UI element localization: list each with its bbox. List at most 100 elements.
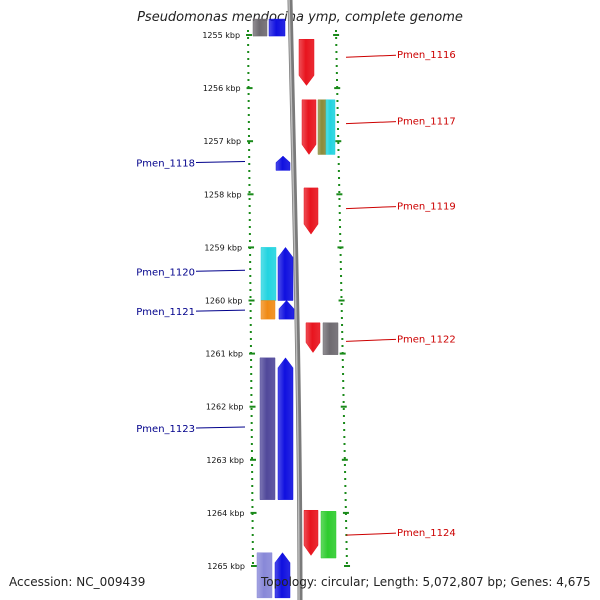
dots-left-outer: [250, 415, 253, 417]
feature-pmen-1124-b: [320, 511, 337, 559]
dots-right-outer: [341, 345, 344, 347]
feature-lavender-bottom: [256, 552, 273, 599]
dots-right-outer: [335, 72, 338, 74]
dots-left-outer: [247, 93, 250, 95]
label-line-forward: [345, 54, 397, 58]
tick-mark-right: [342, 511, 349, 514]
dots-right-outer: [337, 149, 340, 151]
tick-mark-right: [338, 299, 345, 302]
dots-right-outer: [341, 338, 344, 340]
dots-right-outer: [336, 107, 339, 109]
tick-label: 1260 kbp: [205, 297, 243, 306]
tick-label: 1257 kbp: [203, 137, 241, 146]
dots-left-outer: [247, 121, 250, 123]
dots-left-outer: [248, 156, 251, 158]
dots-left-outer: [248, 191, 251, 193]
dots-left-outer: [248, 177, 251, 179]
feature-blue-top: [268, 18, 286, 37]
dots-left-outer: [247, 58, 250, 60]
gene-labels: Pmen_1118 Pmen_1120 Pmen_1121 Pmen_1123 Pmen…: [136, 50, 455, 539]
dots-right-outer: [341, 331, 344, 333]
dots-left-outer: [249, 268, 252, 270]
dots-left-outer: [251, 492, 254, 494]
dots-left-outer: [249, 331, 252, 333]
dots-right-outer: [338, 184, 341, 186]
dots-right-outer: [342, 380, 345, 382]
dots-right-outer: [344, 492, 347, 494]
dots-left-outer: [251, 548, 254, 550]
tick-mark-left: [248, 299, 255, 302]
tick-label: 1262 kbp: [206, 403, 244, 412]
gene-label-pmen-1122: Pmen_1122: [397, 334, 456, 345]
tick-label: 1256 kbp: [203, 84, 241, 93]
dots-right-outer: [342, 401, 345, 403]
dots-right-outer: [340, 282, 343, 284]
dots-right-outer: [339, 268, 342, 270]
dots-right-outer: [343, 436, 346, 438]
dots-right-outer: [337, 142, 340, 144]
tick-mark-left: [246, 34, 253, 36]
dots-right-outer: [340, 296, 343, 298]
feature-pmen-1124-a: [303, 509, 319, 556]
dots-left-outer: [247, 44, 250, 46]
dots-left-outer: [250, 443, 253, 445]
dots-right-outer: [335, 37, 338, 39]
dots-right-outer: [337, 170, 340, 172]
label-line-forward: [345, 338, 397, 342]
dots-left-outer: [248, 142, 251, 144]
tick-label: 1261 kbp: [205, 350, 243, 359]
feature-blue-bottom: [274, 552, 291, 599]
dots-left-outer: [249, 275, 252, 277]
tick-mark-right: [334, 87, 341, 90]
dots-left-outer: [251, 513, 254, 515]
dots-left-outer: [248, 233, 251, 235]
backbone-curve: [287, 0, 303, 600]
dots-left-outer: [247, 107, 250, 109]
dots-left-outer: [250, 408, 253, 410]
dots-right-outer: [336, 93, 339, 95]
dots-right-outer: [345, 527, 348, 529]
dots-right-outer: [343, 464, 346, 466]
backbone-highlight: [288, 0, 300, 600]
label-line-reverse: [195, 309, 246, 312]
dots-left-outer: [249, 324, 252, 326]
dots-right-outer: [344, 513, 347, 515]
axis-ticks: 1255 kbp 1256 kbp 1257 kbp 1258 kbp 1259 kbp…: [202, 31, 351, 571]
dots-left-outer: [249, 303, 252, 305]
dots-right-outer: [344, 471, 347, 473]
dots-left-outer: [248, 240, 251, 242]
tick-mark-left: [247, 140, 254, 143]
dots-right-outer: [338, 212, 341, 214]
dots-right-outer: [340, 303, 343, 305]
label-line-reverse: [195, 269, 246, 272]
label-line-forward: [345, 121, 397, 125]
gene-label-pmen-1118: Pmen_1118: [136, 158, 195, 169]
dots-left-outer: [251, 485, 254, 487]
gene-label-pmen-1119: Pmen_1119: [397, 202, 456, 213]
tick-label: 1259 kbp: [204, 243, 242, 252]
dots-left-outer: [250, 373, 253, 375]
tick-mark-right: [337, 246, 344, 249]
tick-mark-right: [335, 140, 342, 143]
dots-right-outer: [338, 191, 341, 193]
dots-left-outer: [250, 359, 253, 361]
dots-left-outer: [248, 205, 251, 207]
dots-left-outer: [249, 317, 252, 319]
dots-right-outer: [336, 86, 339, 88]
dots-left-outer: [250, 366, 253, 368]
dots-right-outer: [335, 44, 338, 46]
dots-right-outer: [339, 261, 342, 263]
dots-left-outer: [248, 163, 251, 165]
gene-label-pmen-1117: Pmen_1117: [397, 117, 456, 128]
dots-right-outer: [337, 163, 340, 165]
dots-right-outer: [335, 58, 338, 60]
feature-pmen-1122-b: [322, 322, 339, 355]
dots-left-outer: [249, 289, 252, 291]
tick-mark-left: [249, 405, 256, 408]
dots-left-outer: [248, 170, 251, 172]
dots-left-outer: [247, 37, 250, 39]
dots-left-outer: [251, 499, 254, 501]
feature-pmen-1119: [303, 187, 319, 235]
tick-mark-left: [246, 87, 253, 90]
dots-right-outer: [344, 478, 347, 480]
